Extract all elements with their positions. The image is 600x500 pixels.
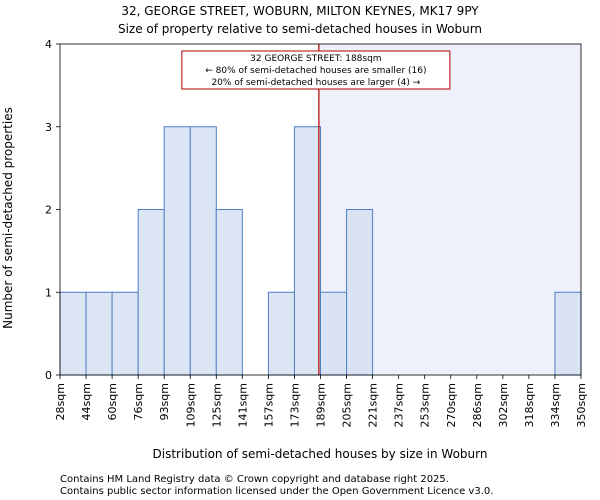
x-tick-label-141sqm: 141sqm bbox=[236, 383, 249, 427]
x-tick-label-237sqm: 237sqm bbox=[393, 383, 406, 427]
x-tick-label-253sqm: 253sqm bbox=[419, 383, 432, 427]
x-tick-label-157sqm: 157sqm bbox=[262, 383, 275, 427]
annotation-border bbox=[181, 50, 451, 90]
x-tick-label-302sqm: 302sqm bbox=[497, 383, 510, 427]
x-tick-label-93sqm: 93sqm bbox=[158, 383, 171, 420]
chart-title: 32, GEORGE STREET, WOBURN, MILTON KEYNES… bbox=[121, 4, 479, 18]
x-tick-label-28sqm: 28sqm bbox=[54, 383, 67, 420]
x-tick-label-189sqm: 189sqm bbox=[315, 383, 328, 427]
x-tick-label-334sqm: 334sqm bbox=[549, 383, 562, 427]
y-tick-label-1: 1 bbox=[45, 286, 52, 299]
x-tick-label-60sqm: 60sqm bbox=[106, 383, 119, 420]
bars-group bbox=[59, 126, 582, 376]
x-axis-label: Distribution of semi-detached houses by … bbox=[153, 447, 488, 461]
y-axis-label: Number of semi-detached properties bbox=[1, 107, 15, 329]
x-tick-label-270sqm: 270sqm bbox=[445, 383, 458, 427]
annotation-line-3: 20% of semi-detached houses are larger (… bbox=[211, 78, 420, 88]
y-tick-label-4: 4 bbox=[45, 38, 52, 51]
y-tick-label-3: 3 bbox=[45, 121, 52, 134]
bar-76sqm bbox=[137, 209, 165, 376]
y-tick-label-2: 2 bbox=[45, 204, 52, 217]
x-tick-label-350sqm: 350sqm bbox=[575, 383, 588, 427]
x-tick-label-76sqm: 76sqm bbox=[132, 383, 145, 420]
footer-line-1: Contains HM Land Registry data © Crown c… bbox=[60, 474, 449, 485]
x-tick-label-221sqm: 221sqm bbox=[367, 383, 380, 427]
bar-93sqm bbox=[163, 126, 191, 376]
footer-line-2: Contains public sector information licen… bbox=[60, 486, 493, 497]
annotation-box: 32 GEORGE STREET: 188sqm ← 80% of semi-d… bbox=[181, 50, 451, 90]
bar-205sqm bbox=[346, 209, 374, 376]
annotation-line-1: 32 GEORGE STREET: 188sqm bbox=[250, 54, 381, 64]
chart-subtitle: Size of property relative to semi-detach… bbox=[118, 22, 482, 36]
x-tick-label-318sqm: 318sqm bbox=[523, 383, 536, 427]
plot-frame bbox=[59, 43, 582, 376]
bar-173sqm bbox=[293, 126, 322, 376]
bar-28sqm bbox=[59, 291, 87, 376]
bar-109sqm bbox=[189, 126, 217, 376]
y-tick-label-0: 0 bbox=[45, 369, 52, 382]
x-tick-label-173sqm: 173sqm bbox=[288, 383, 301, 427]
x-tick-label-125sqm: 125sqm bbox=[210, 383, 223, 427]
y-ticks: 0 1 2 3 4 bbox=[45, 38, 60, 382]
x-tick-label-44sqm: 44sqm bbox=[80, 383, 93, 420]
bar-60sqm bbox=[111, 291, 139, 376]
x-tick-label-109sqm: 109sqm bbox=[184, 383, 197, 427]
x-tick-label-286sqm: 286sqm bbox=[471, 383, 484, 427]
x-tick-label-205sqm: 205sqm bbox=[341, 383, 354, 427]
bar-44sqm bbox=[85, 291, 113, 376]
annotation-line-2: ← 80% of semi-detached houses are smalle… bbox=[205, 66, 426, 76]
bar-125sqm bbox=[215, 209, 243, 376]
bar-157sqm bbox=[267, 291, 295, 376]
bar-189sqm bbox=[320, 291, 348, 376]
x-ticks: 28sqm 44sqm 60sqm 76sqm 93sqm 109sqm 125sqm 141… bbox=[54, 375, 588, 427]
bar-334sqm bbox=[554, 291, 582, 376]
